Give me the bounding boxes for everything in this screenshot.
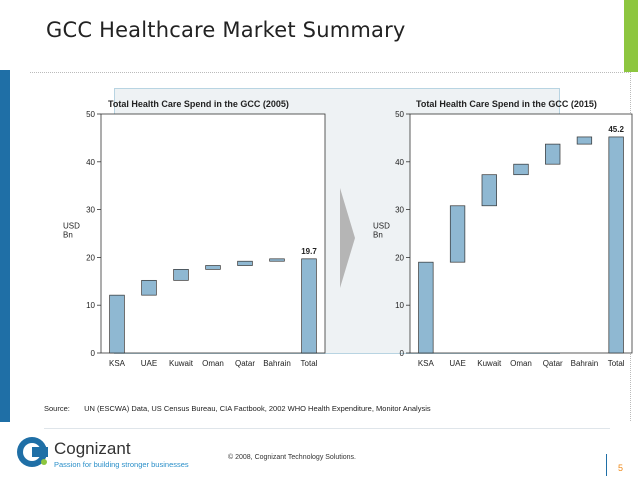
x-tick-label: Kuwait <box>477 359 502 368</box>
logo-tagline: Passion for building stronger businesses <box>54 460 189 469</box>
y-axis-label: Bn <box>63 231 73 240</box>
bar-oman <box>513 163 529 176</box>
bar-uae <box>141 279 157 296</box>
copyright-text: © 2008, Cognizant Technology Solutions. <box>228 454 357 461</box>
page-number: 5 <box>618 463 624 473</box>
y-tick-label: 40 <box>86 158 95 167</box>
x-tick-label: Qatar <box>235 359 255 368</box>
x-tick-label: KSA <box>418 359 435 368</box>
slide-title: GCC Healthcare Market Summary <box>46 18 406 42</box>
y-tick-label: 10 <box>395 301 404 310</box>
y-tick-label: 30 <box>395 206 404 215</box>
page-number-divider <box>606 454 607 476</box>
source-text: UN (ESCWA) Data, US Census Bureau, CIA F… <box>84 404 431 413</box>
chart-title: Total Health Care Spend in the GCC (2015… <box>416 99 597 109</box>
x-tick-label: Qatar <box>543 359 563 368</box>
footer-divider <box>44 428 610 429</box>
x-tick-label: Kuwait <box>169 359 194 368</box>
x-tick-label: KSA <box>109 359 126 368</box>
y-tick-label: 20 <box>395 253 404 262</box>
y-axis-label: Bn <box>373 231 383 240</box>
bar-total <box>608 136 624 354</box>
bar-oman <box>205 265 221 270</box>
x-tick-label: UAE <box>449 359 465 368</box>
accent-bar-green <box>624 0 638 72</box>
x-tick-label: Total <box>301 359 318 368</box>
transition-arrow-icon <box>340 188 355 288</box>
chart-title: Total Health Care Spend in the GCC (2005… <box>108 99 289 109</box>
x-tick-label: Oman <box>202 359 224 368</box>
x-tick-label: Bahrain <box>571 359 599 368</box>
total-data-label: 45.2 <box>608 125 624 134</box>
y-tick-label: 0 <box>400 349 405 358</box>
bar-bahrain <box>269 258 285 262</box>
bar-kuwait <box>481 174 497 207</box>
y-axis-label: USD <box>63 222 80 231</box>
x-tick-label: Bahrain <box>263 359 291 368</box>
bar-bahrain <box>576 136 593 145</box>
bar-uae <box>449 205 466 263</box>
bar-total <box>301 258 317 354</box>
y-tick-label: 10 <box>86 301 95 310</box>
bar-ksa <box>418 261 434 354</box>
logo-company-name: Cognizant <box>54 439 131 458</box>
bar-qatar <box>545 143 561 165</box>
y-tick-label: 20 <box>86 253 95 262</box>
bar-kuwait <box>173 269 189 281</box>
cognizant-logo-icon <box>17 437 48 467</box>
plot-frame <box>409 113 633 354</box>
accent-bar-blue <box>0 70 10 422</box>
x-tick-label: Total <box>608 359 625 368</box>
y-tick-label: 50 <box>395 110 404 119</box>
y-tick-label: 0 <box>91 349 96 358</box>
source-note: Source: UN (ESCWA) Data, US Census Burea… <box>44 404 431 413</box>
y-tick-label: 40 <box>395 158 404 167</box>
y-tick-label: 50 <box>86 110 95 119</box>
x-tick-label: Oman <box>510 359 532 368</box>
total-data-label: 19.7 <box>301 247 317 256</box>
y-tick-label: 30 <box>86 206 95 215</box>
bar-ksa <box>109 294 125 354</box>
company-logo: Cognizant Passion for building stronger … <box>16 436 216 472</box>
plot-frame <box>100 113 326 354</box>
y-axis-label: USD <box>373 222 390 231</box>
x-tick-label: UAE <box>141 359 157 368</box>
bar-qatar <box>237 260 253 266</box>
source-label: Source: <box>44 404 70 413</box>
